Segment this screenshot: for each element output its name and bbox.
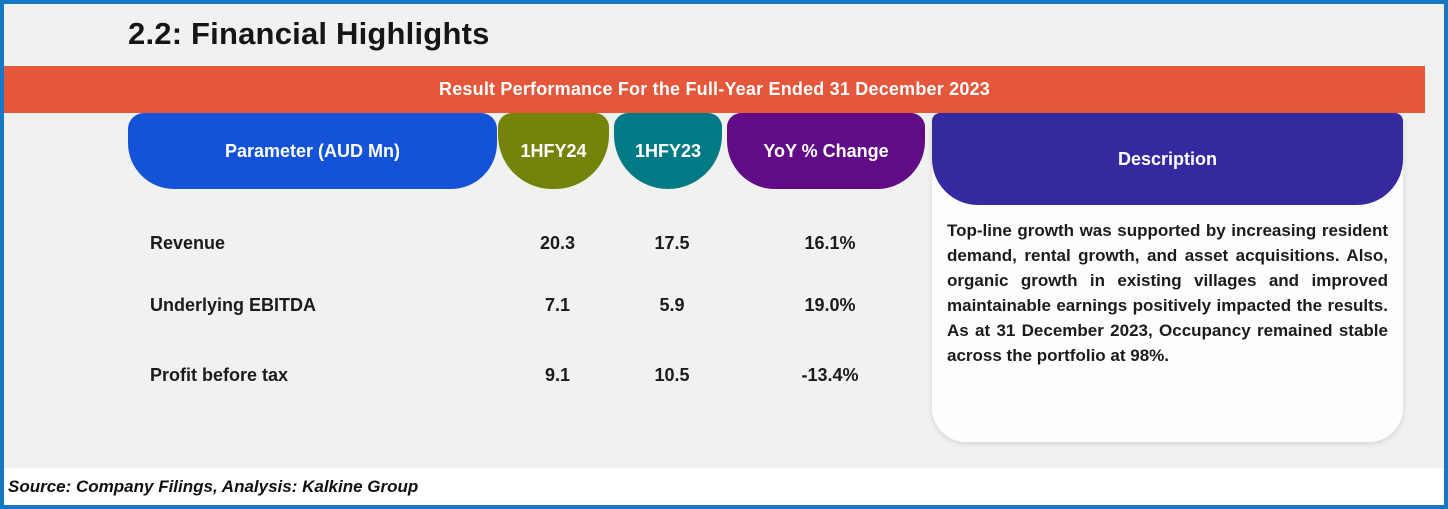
table-row: Revenue 20.3 17.5 16.1% (128, 212, 929, 274)
value-1hfy23: 10.5 (654, 364, 690, 385)
value-yoy-change: 19.0% (804, 294, 856, 315)
value-1hfy23: 17.5 (654, 232, 690, 253)
value-1hfy24: 20.3 (539, 232, 576, 253)
column-header-description: Description (932, 113, 1403, 205)
description-card: Description Top-line growth was supporte… (932, 113, 1403, 442)
section-title: 2.2: Financial Highlights (128, 16, 490, 51)
banner-text: Result Performance For the Full-Year End… (439, 79, 990, 99)
table-body: Revenue 20.3 17.5 16.1% Underlying EBITD… (128, 189, 929, 406)
banner: Result Performance For the Full-Year End… (4, 66, 1425, 113)
row-label: Profit before tax (150, 364, 289, 385)
value-1hfy23: 5.9 (659, 294, 685, 315)
source-bar: Source: Company Filings, Analysis: Kalki… (4, 468, 1444, 505)
column-header-1hfy23: 1HFY23 (614, 113, 722, 189)
row-label: Revenue (150, 232, 226, 253)
source-text: Source: Company Filings, Analysis: Kalki… (8, 476, 419, 496)
row-label: Underlying EBITDA (150, 294, 317, 315)
value-yoy-change: 16.1% (804, 232, 856, 253)
column-header-1hfy24: 1HFY24 (498, 113, 609, 189)
table-row: Underlying EBITDA 7.1 5.9 19.0% (128, 274, 929, 336)
value-yoy-change: -13.4% (801, 364, 859, 385)
value-1hfy24: 9.1 (544, 364, 571, 385)
column-header-yoy-change: YoY % Change (727, 113, 925, 189)
value-1hfy24: 7.1 (544, 294, 571, 315)
column-header-parameter: Parameter (AUD Mn) (128, 113, 497, 189)
table-row: Profit before tax 9.1 10.5 -13.4% (128, 344, 929, 406)
description-text: Top-line growth was supported by increas… (947, 221, 1388, 365)
